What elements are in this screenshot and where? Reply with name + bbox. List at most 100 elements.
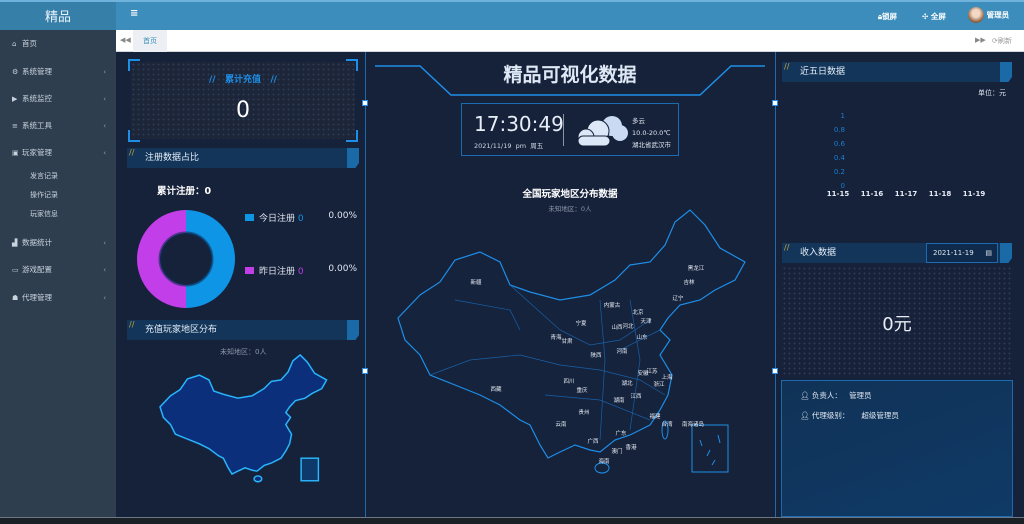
chevron-left-icon: ‹ bbox=[103, 266, 106, 274]
tab-home[interactable]: 首页 bbox=[133, 30, 167, 52]
province-label: 河北 bbox=[622, 324, 634, 330]
province-label: 浙江 bbox=[653, 382, 665, 388]
province-label: 香港 bbox=[625, 445, 637, 451]
sidebar-item-5[interactable]: ▟ 数据统计 ‹ bbox=[0, 233, 116, 253]
income-date-picker[interactable]: 2021-11-19 ▤ bbox=[926, 243, 998, 263]
province-label: 宁夏 bbox=[575, 321, 587, 327]
province-label: 北京 bbox=[632, 310, 644, 316]
x-tick-label: 11-19 bbox=[963, 190, 986, 198]
person-icon: 👤︎ bbox=[800, 411, 812, 420]
gear-icon: ⚙ bbox=[12, 68, 19, 76]
y-tick-label: 0.8 bbox=[834, 126, 845, 134]
province-label: 湖北 bbox=[621, 381, 633, 387]
clock-date: 2021/11/19 pm 周五 bbox=[474, 142, 544, 150]
province-label: 四川 bbox=[563, 379, 575, 385]
refresh-icon: ⟳ bbox=[992, 37, 998, 45]
province-label: 上海 bbox=[661, 375, 673, 381]
video-icon: ▶ bbox=[12, 95, 18, 103]
sidebar-item-1[interactable]: ⚙ 系统管理 ‹ bbox=[0, 62, 116, 82]
province-label: 青海 bbox=[550, 335, 562, 341]
province-label: 天津 bbox=[640, 319, 652, 325]
fullscreen-button[interactable]: ✣ 全屏 bbox=[922, 12, 946, 21]
sidebar-item-6[interactable]: ▭ 游戏配置 ‹ bbox=[0, 260, 116, 280]
province-label: 安徽 bbox=[637, 371, 649, 377]
page-title: 精品可视化数据 bbox=[503, 64, 637, 86]
province-label: 台湾 bbox=[661, 422, 673, 428]
x-tick-label: 11-16 bbox=[861, 190, 884, 198]
expand-icon: ✣ bbox=[922, 12, 931, 21]
weather-info: 多云 10.0-20.0℃ 湖北省武汉市 bbox=[632, 117, 671, 149]
province-label: 山东 bbox=[636, 335, 648, 341]
list-icon: ≡ bbox=[12, 122, 18, 130]
province-label: 山西 bbox=[611, 325, 623, 331]
sidebar-item-2[interactable]: ▶ 系统监控 ‹ bbox=[0, 89, 116, 109]
menu-toggle-icon[interactable]: ≡ bbox=[130, 8, 139, 19]
logo: 精品 bbox=[0, 0, 116, 30]
sidebar-subitem-operation-log[interactable]: 操作记录 bbox=[30, 191, 58, 199]
province-label: 黑龙江 bbox=[687, 266, 705, 272]
sidebar-item-4[interactable]: ▣ 玩家管理 ‹ bbox=[0, 143, 116, 163]
province-label: 澳门 bbox=[611, 449, 623, 455]
province-label: 广东 bbox=[615, 431, 627, 437]
province-label: 甘肃 bbox=[561, 339, 573, 345]
x-tick-label: 11-18 bbox=[929, 190, 952, 198]
group-icon: ☗ bbox=[12, 294, 19, 302]
province-label: 陕西 bbox=[590, 353, 602, 359]
province-label: 湖南 bbox=[613, 398, 625, 404]
province-label: 河南 bbox=[616, 349, 628, 355]
sidebar-subitem-player-info[interactable]: 玩家信息 bbox=[30, 210, 58, 218]
registration-total: 累计注册：0 bbox=[157, 186, 212, 197]
scroll-right-icon[interactable]: ▶▶ bbox=[975, 36, 986, 44]
refresh-button[interactable]: ⟳刷新 bbox=[992, 37, 1012, 45]
y-tick-label: 0.6 bbox=[834, 140, 846, 148]
sidebar-item-7[interactable]: ☗ 代理管理 ‹ bbox=[0, 288, 116, 308]
province-label: 贵州 bbox=[578, 410, 590, 416]
user-box-icon: ▣ bbox=[12, 149, 19, 157]
chevron-left-icon: ‹ bbox=[103, 95, 106, 103]
recharge-value: 0 bbox=[236, 98, 250, 123]
sidebar-item-0[interactable]: ⌂ 首页 bbox=[0, 34, 116, 54]
owner-row: 👤︎ 负责人： 管理员 bbox=[800, 391, 872, 400]
recharge-card: // 累计充值 // 0 bbox=[128, 59, 358, 142]
recharge-map-panel-header: //充值玩家地区分布 bbox=[127, 320, 359, 340]
province-label: 江苏 bbox=[646, 369, 658, 375]
registration-donut-chart bbox=[137, 210, 235, 308]
five-day-chart: 1 0.8 0.6 0.4 0.2 011-15 11-16 11-17 11-18 11-19 bbox=[827, 112, 986, 198]
scroll-left-icon[interactable]: ◀◀ bbox=[120, 36, 131, 44]
title-frame bbox=[375, 65, 765, 96]
province-label: 内蒙古 bbox=[603, 303, 621, 309]
income-value: 0元 bbox=[882, 314, 912, 335]
province-label: 新疆 bbox=[470, 280, 482, 286]
province-label: 吉林 bbox=[683, 280, 695, 286]
province-label: 西藏 bbox=[490, 387, 502, 393]
agent-info-card: 👤︎ 负责人： 管理员 👤︎ 代理级别： 超级管理员 bbox=[781, 380, 1013, 517]
national-map-title: 全国玩家地区分布数据 bbox=[522, 189, 618, 200]
lock-icon: 🔒︎ bbox=[878, 12, 882, 21]
province-label: 广西 bbox=[587, 439, 599, 445]
sidebar-item-3[interactable]: ≡ 系统工具 ‹ bbox=[0, 116, 116, 136]
recharge-map-subtitle: 未知地区：0人 bbox=[220, 348, 267, 356]
chevron-left-icon: ‹ bbox=[103, 294, 106, 302]
y-tick-label: 0.2 bbox=[834, 168, 845, 176]
chevron-left-icon: ‹ bbox=[103, 149, 106, 157]
lock-screen-button[interactable]: 🔒︎锁屏 bbox=[878, 12, 897, 21]
legend-swatch bbox=[245, 267, 254, 274]
user-menu[interactable]: 管理员 bbox=[968, 7, 1009, 23]
clock-weather-box: 17:30:49 2021/11/19 pm 周五 多云 10.0-20.0℃ … bbox=[461, 103, 679, 156]
y-tick-label: 0.4 bbox=[834, 154, 846, 162]
registration-panel-header: //注册数据占比 bbox=[127, 148, 359, 168]
five-day-panel-header: //近五日数据 bbox=[782, 62, 1012, 82]
cloud-icon bbox=[577, 116, 628, 147]
calendar-icon: ▤ bbox=[985, 249, 992, 257]
province-label: 辽宁 bbox=[672, 296, 684, 302]
province-label: 云南 bbox=[555, 422, 567, 428]
province-label: 重庆 bbox=[576, 388, 588, 394]
chart-icon: ▟ bbox=[12, 239, 18, 247]
monitor-icon: ▭ bbox=[12, 266, 19, 274]
sidebar-subitem-speech-log[interactable]: 发言记录 bbox=[30, 172, 58, 180]
chevron-left-icon: ‹ bbox=[103, 239, 106, 247]
x-tick-label: 11-15 bbox=[827, 190, 850, 198]
legend-item: 昨日注册 0 0.00% bbox=[245, 264, 357, 277]
